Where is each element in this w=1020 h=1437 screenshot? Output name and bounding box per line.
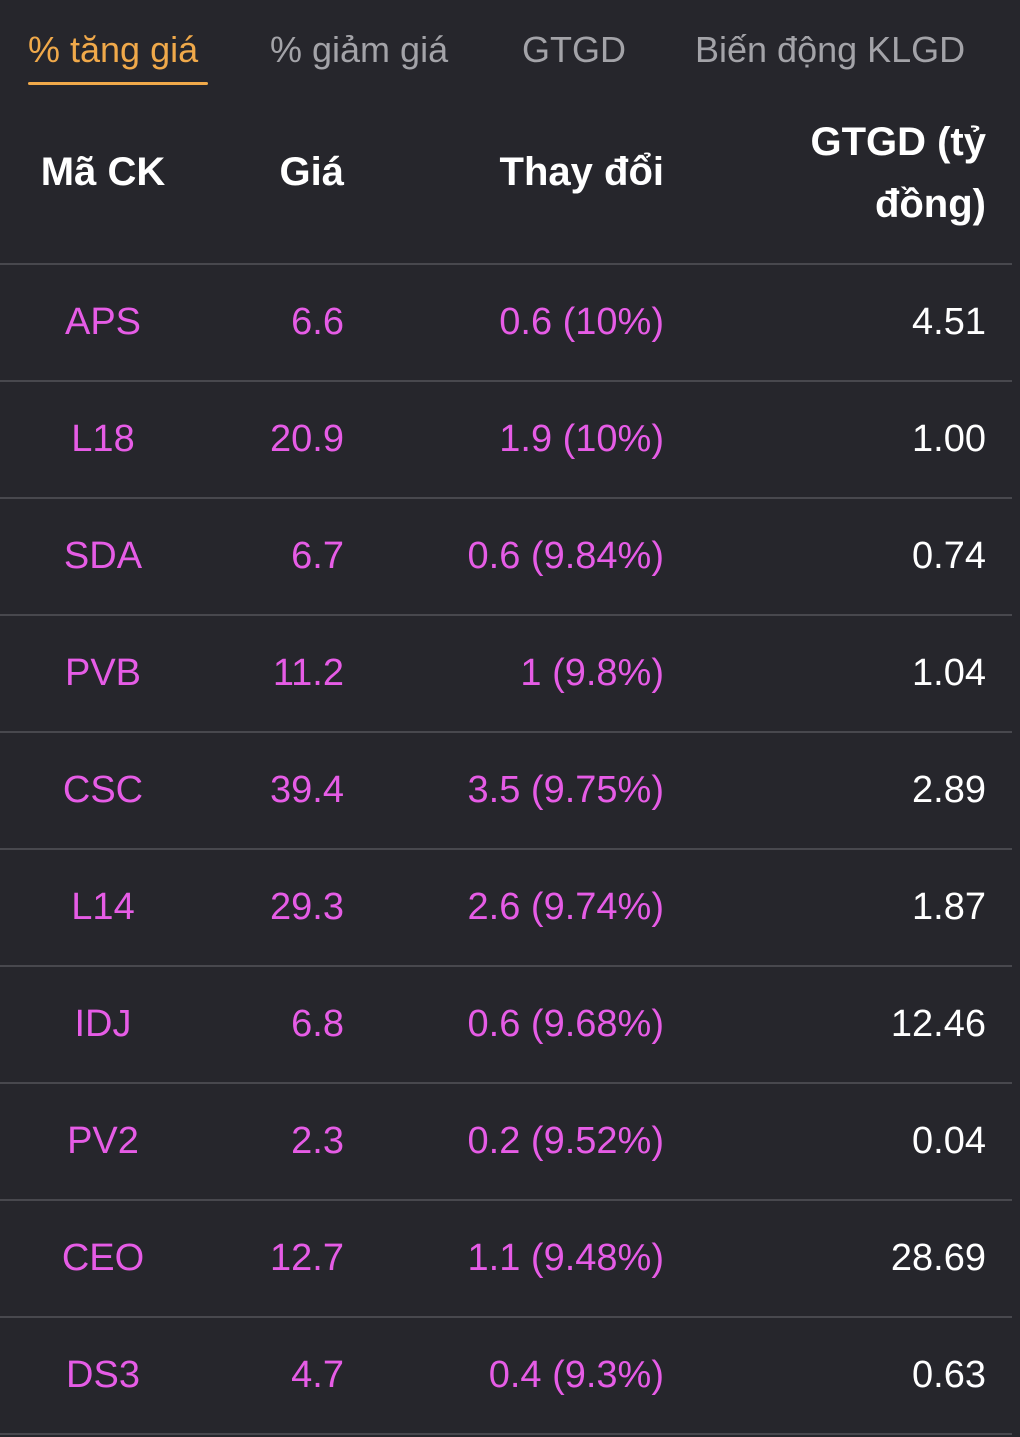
table-row[interactable]: L18 20.9 1.9 (10%) 1.00 bbox=[0, 382, 1012, 499]
table-body: APS 6.6 0.6 (10%) 4.51 L18 20.9 1.9 (10%) 1.00 S… bbox=[0, 265, 1012, 1435]
stock-code-cell[interactable]: IDJ bbox=[74, 1003, 132, 1045]
price-cell: 12.7 bbox=[270, 1237, 344, 1279]
table-row[interactable]: CSC 39.4 3.5 (9.75%) 2.89 bbox=[0, 733, 1012, 850]
table-row[interactable]: L14 29.3 2.6 (9.74%) 1.87 bbox=[0, 850, 1012, 967]
stock-code-cell[interactable]: PVB bbox=[64, 652, 142, 694]
tab-price-decrease[interactable]: % giảm giá bbox=[270, 29, 449, 70]
tab-price-increase[interactable]: % tăng giá bbox=[28, 29, 199, 70]
header-change[interactable]: Thay đổi bbox=[499, 150, 664, 194]
active-tab-indicator bbox=[28, 82, 208, 85]
stock-code-cell[interactable]: L14 bbox=[71, 886, 135, 928]
trading-value-cell: 1.00 bbox=[912, 418, 986, 460]
header-stock-code[interactable]: Mã CK bbox=[40, 150, 166, 194]
stock-code-cell[interactable]: CEO bbox=[61, 1237, 145, 1279]
price-cell: 4.7 bbox=[291, 1354, 344, 1396]
header-trading-value[interactable]: GTGD (tỷ đồng) bbox=[810, 120, 986, 226]
change-cell: 0.2 (9.52%) bbox=[467, 1120, 664, 1162]
price-cell: 29.3 bbox=[270, 886, 344, 928]
table-row[interactable]: PVB 11.2 1 (9.8%) 1.04 bbox=[0, 616, 1012, 733]
stock-code-cell[interactable]: SDA bbox=[63, 535, 143, 577]
table-row[interactable]: APS 6.6 0.6 (10%) 4.51 bbox=[0, 265, 1012, 382]
change-cell: 0.6 (9.68%) bbox=[467, 1003, 664, 1045]
change-cell: 0.6 (9.84%) bbox=[467, 535, 664, 577]
trading-value-cell: 1.04 bbox=[912, 652, 986, 694]
tab-volume-change[interactable]: Biến động KLGD bbox=[695, 29, 966, 70]
price-cell: 6.8 bbox=[291, 1003, 344, 1045]
stock-code-cell[interactable]: PV2 bbox=[67, 1120, 139, 1162]
stock-code-cell[interactable]: CSC bbox=[62, 769, 144, 811]
stock-code-cell[interactable]: APS bbox=[64, 301, 142, 343]
trading-value-cell: 12.46 bbox=[890, 1003, 986, 1045]
table-row[interactable]: IDJ 6.8 0.6 (9.68%) 12.46 bbox=[0, 967, 1012, 1084]
price-cell: 6.7 bbox=[291, 535, 344, 577]
table-row[interactable]: SDA 6.7 0.6 (9.84%) 0.74 bbox=[0, 499, 1012, 616]
table-row[interactable]: DS3 4.7 0.4 (9.3%) 0.63 bbox=[0, 1318, 1012, 1435]
trading-value-cell: 28.69 bbox=[890, 1237, 986, 1279]
change-cell: 1 (9.8%) bbox=[520, 652, 664, 694]
table-row[interactable]: CEO 12.7 1.1 (9.48%) 28.69 bbox=[0, 1201, 1012, 1318]
trading-value-cell: 2.89 bbox=[912, 769, 986, 811]
price-cell: 11.2 bbox=[272, 652, 344, 694]
trading-value-cell: 4.51 bbox=[912, 301, 986, 343]
tab-bar: % tăng giá % giảm giá GTGD Biến động KLG… bbox=[0, 0, 1020, 100]
trading-value-cell: 0.63 bbox=[912, 1354, 986, 1396]
trading-value-cell: 0.74 bbox=[912, 535, 986, 577]
price-cell: 6.6 bbox=[291, 301, 344, 343]
trading-value-cell: 1.87 bbox=[912, 886, 986, 928]
stock-code-cell[interactable]: L18 bbox=[71, 418, 135, 460]
table-row[interactable]: PV2 2.3 0.2 (9.52%) 0.04 bbox=[0, 1084, 1012, 1201]
change-cell: 0.6 (10%) bbox=[499, 301, 664, 343]
change-cell: 1.1 (9.48%) bbox=[467, 1237, 664, 1279]
change-cell: 1.9 (10%) bbox=[499, 418, 664, 460]
trading-value-cell: 0.04 bbox=[912, 1120, 986, 1162]
price-cell: 20.9 bbox=[270, 418, 344, 460]
stock-table: Mã CK Giá Thay đổi GTGD (tỷ đồng) APS 6.6… bbox=[0, 100, 1012, 1435]
header-price[interactable]: Giá bbox=[279, 150, 344, 194]
stock-code-cell[interactable]: DS3 bbox=[66, 1354, 140, 1396]
change-cell: 2.6 (9.74%) bbox=[467, 886, 664, 928]
price-cell: 2.3 bbox=[291, 1120, 344, 1162]
change-cell: 3.5 (9.75%) bbox=[467, 769, 664, 811]
tab-trading-value[interactable]: GTGD bbox=[522, 29, 626, 70]
table-header: Mã CK Giá Thay đổi GTGD (tỷ đồng) bbox=[0, 100, 1012, 265]
price-cell: 39.4 bbox=[270, 769, 344, 811]
change-cell: 0.4 (9.3%) bbox=[488, 1354, 664, 1396]
